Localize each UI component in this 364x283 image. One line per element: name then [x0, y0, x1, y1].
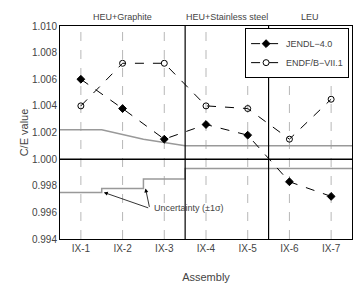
svg-text:Assembly: Assembly — [182, 271, 230, 283]
svg-text:1.010: 1.010 — [32, 21, 57, 32]
svg-text:IX-6: IX-6 — [280, 243, 299, 254]
svg-text:IX-4: IX-4 — [197, 243, 216, 254]
svg-text:IX-7: IX-7 — [322, 243, 341, 254]
svg-text:1.006: 1.006 — [32, 74, 57, 85]
svg-text:1.008: 1.008 — [32, 47, 57, 58]
svg-text:IX-2: IX-2 — [113, 243, 132, 254]
svg-text:HEU+Stainless steel: HEU+Stainless steel — [186, 12, 268, 22]
svg-text:LEU: LEU — [301, 12, 319, 22]
svg-text:HEU+Graphite: HEU+Graphite — [93, 12, 152, 22]
svg-text:IX-1: IX-1 — [72, 243, 91, 254]
svg-text:0.996: 0.996 — [32, 207, 57, 218]
svg-text:IX-5: IX-5 — [239, 243, 258, 254]
svg-text:0.998: 0.998 — [32, 180, 57, 191]
svg-text:1.002: 1.002 — [32, 127, 57, 138]
svg-text:1.000: 1.000 — [32, 154, 57, 165]
svg-text:ENDF/B−VII.1: ENDF/B−VII.1 — [286, 58, 343, 68]
svg-text:1.004: 1.004 — [32, 100, 57, 111]
svg-text:IX-3: IX-3 — [155, 243, 174, 254]
svg-text:Uncertainty (±1σ): Uncertainty (±1σ) — [154, 203, 224, 213]
svg-text:C/E value: C/E value — [18, 109, 30, 157]
svg-text:JENDL−4.0: JENDL−4.0 — [286, 39, 332, 49]
svg-text:0.994: 0.994 — [32, 234, 57, 245]
